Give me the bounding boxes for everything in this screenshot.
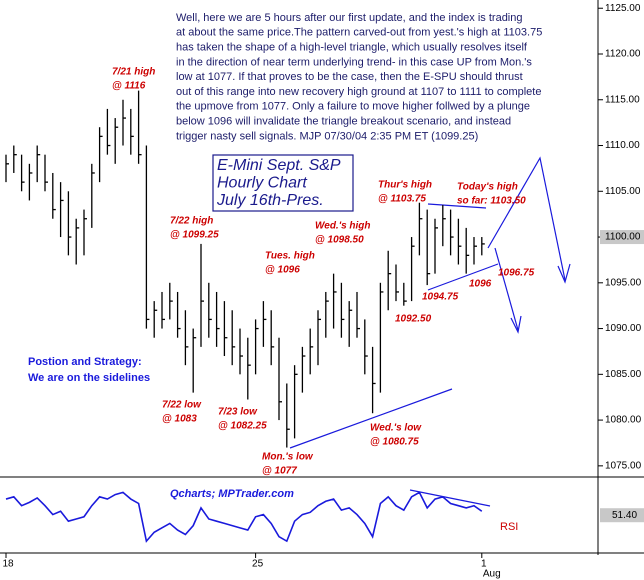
annotation: 1096 (469, 279, 492, 290)
arrow-head (510, 315, 522, 334)
commentary-line: in the direction of near term underlying… (176, 56, 532, 68)
arrow (487, 156, 566, 281)
strategy-line: We are on the sidelines (28, 372, 150, 384)
boxed-title-line: July 16th-Pres. (216, 192, 324, 209)
trend-line (289, 388, 453, 449)
trend-line (427, 263, 499, 291)
annotation: @ 1096 (265, 265, 300, 276)
annotation: Thur's high (378, 180, 432, 191)
boxed-title-line: E-Mini Sept. S&P (217, 157, 341, 174)
trend-line (427, 203, 487, 209)
y-tick-label: 1090.00 (605, 323, 642, 334)
y-tick-label: 1105.00 (605, 186, 641, 197)
boxed-title-line: Hourly Chart (217, 175, 307, 192)
annotation: @ 1077 (262, 466, 297, 477)
annotation: @ 1080.75 (370, 437, 419, 448)
annotation: @ 1082.25 (218, 421, 267, 432)
commentary-line: the upmove from 1077. Only a failure to … (176, 101, 530, 113)
commentary-line: out of this range into new recovery high… (176, 86, 541, 98)
y-tick-label: 1095.00 (605, 277, 642, 288)
annotation: @ 1116 (112, 81, 146, 92)
commentary-line: at about the same price.The pattern carv… (176, 27, 542, 39)
annotation: 7/22 low (162, 400, 202, 411)
annotation: @ 1083 (162, 414, 197, 425)
strategy-line: Postion and Strategy: (28, 356, 142, 368)
annotation: Mon.'s low (262, 452, 314, 463)
y-tick-label: 1125.00 (605, 3, 641, 14)
source-label: Qcharts; MPTrader.com (170, 488, 294, 500)
arrow (494, 247, 519, 331)
annotation: Wed.'s low (370, 423, 422, 434)
x-sublabel: Aug (483, 569, 501, 580)
annotation: 7/22 high (170, 216, 213, 227)
commentary-line: has taken the shape of a high-level tria… (176, 42, 528, 54)
commentary-line: Well, here we are 5 hours after our firs… (176, 12, 523, 24)
trend-line (409, 489, 491, 507)
x-tick-label: 1 (481, 559, 487, 570)
rsi-line (5, 491, 483, 543)
x-tick-label: 25 (252, 559, 264, 570)
annotation: @ 1103.75 (378, 194, 426, 205)
y-tick-label: 1085.00 (605, 369, 642, 380)
y-tick-label: 1080.00 (605, 415, 642, 426)
annotation: @ 1098.50 (315, 235, 364, 246)
annotation: 7/21 high (112, 67, 155, 78)
last-value-box (600, 230, 644, 245)
rsi-label: RSI (500, 521, 518, 533)
arrow-head (557, 263, 571, 284)
annotation: Wed.'s high (315, 221, 371, 232)
x-tick-label: 18 (2, 559, 14, 570)
rsi-value-label: 51.40 (612, 510, 637, 521)
commentary-line: trigger nasty sell signals. MJP 07/30/04… (176, 130, 478, 142)
y-tick-label: 1120.00 (605, 49, 641, 60)
annotation: @ 1099.25 (170, 230, 219, 241)
drawings (289, 156, 571, 507)
commentary-line: low at 1077. If that proves to be the ca… (176, 71, 523, 83)
annotation: 7/23 low (218, 407, 258, 418)
annotation: 1094.75 (422, 292, 459, 303)
annotation: so far: 1103.50 (457, 196, 526, 207)
annotation: 1092.50 (395, 314, 432, 325)
annotation: 1096.75 (498, 268, 535, 279)
commentary-line: below 1096 will invalidate the triangle … (176, 116, 511, 128)
annotation: Tues. high (265, 251, 315, 262)
y-tick-label: 1075.00 (605, 460, 642, 471)
y-tick-label: 1115.00 (605, 94, 640, 105)
title-box (212, 154, 354, 212)
last-value-label: 1100.00 (605, 232, 641, 243)
annotation: Today's high (457, 182, 518, 193)
rsi-value-box (600, 508, 644, 523)
y-tick-label: 1110.00 (605, 140, 640, 151)
